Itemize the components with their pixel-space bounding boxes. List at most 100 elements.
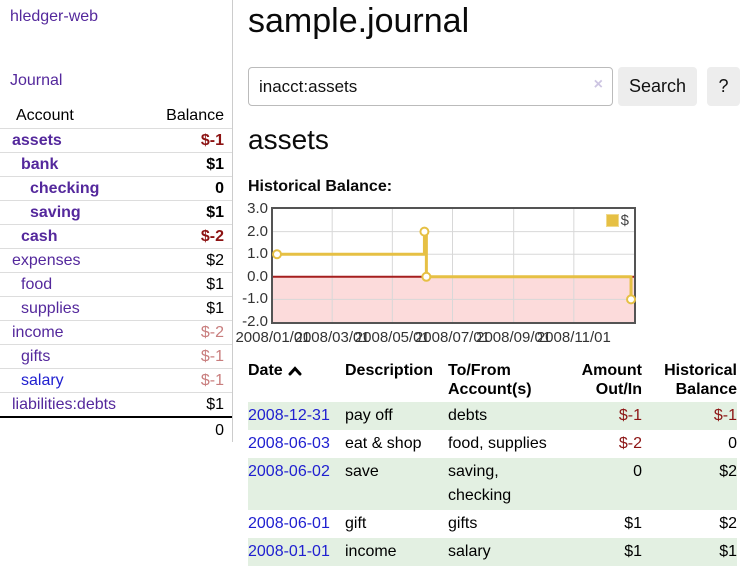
x-axis-tick-label: 2008/01/01 xyxy=(235,329,311,346)
transaction-date-cell: 2008-01-01 xyxy=(248,540,345,564)
transaction-amount-cell: $1 xyxy=(624,543,642,560)
transaction-date-link[interactable]: 2008-06-01 xyxy=(248,515,330,532)
transaction-balance-cell: $2 xyxy=(719,515,737,532)
account-balance: $-2 xyxy=(200,324,224,341)
account-column-header: Account xyxy=(16,107,74,124)
date-column-header[interactable]: Date xyxy=(248,361,345,399)
y-axis-tick-label: 2.0 xyxy=(247,222,268,240)
transaction-description-cell: save xyxy=(345,463,379,480)
chart-plot-area: $ xyxy=(271,207,637,324)
accounts-column-header: To/From Account(s) xyxy=(448,362,532,398)
sidebar-account-link[interactable]: assets xyxy=(12,132,62,149)
transaction-date-link[interactable]: 2008-06-02 xyxy=(248,463,330,480)
chart-legend: $ xyxy=(605,212,629,229)
transaction-amount-cell: 0 xyxy=(633,463,642,480)
x-axis-tick-label: 2008/11/01 xyxy=(536,329,611,346)
transaction-amount-cell: $1 xyxy=(624,515,642,532)
transaction-date-link[interactable]: 2008-12-31 xyxy=(248,407,330,424)
search-input[interactable] xyxy=(248,67,613,106)
account-balance: $1 xyxy=(206,396,224,413)
account-row: bank $1 xyxy=(0,152,232,176)
sidebar-account-link[interactable]: saving xyxy=(30,204,81,221)
accounts-table: Account Balance assets $-1 bank $1 checking 0… xyxy=(0,106,232,442)
account-balance: $-1 xyxy=(200,372,224,389)
sort-ascending-icon xyxy=(288,366,302,376)
transaction-balance-cell: 0 xyxy=(728,435,737,452)
transaction-date-link[interactable]: 2008-01-01 xyxy=(248,543,330,560)
account-balance: $-2 xyxy=(200,228,224,245)
account-balance: $1 xyxy=(206,156,224,173)
sidebar-account-link[interactable]: salary xyxy=(21,372,64,389)
transaction-accounts-cell: saving, checking xyxy=(448,463,512,504)
help-button[interactable]: ? xyxy=(707,67,740,106)
search-box: × xyxy=(248,67,613,106)
x-axis-tick-label: 2008/03/01 xyxy=(294,329,370,346)
transaction-accounts-cell: gifts xyxy=(448,515,478,532)
y-axis-tick-label: -1.0 xyxy=(242,290,268,308)
search-button[interactable]: Search xyxy=(618,67,697,106)
sidebar-item-journal[interactable]: Journal xyxy=(10,72,63,89)
sidebar-account-link[interactable]: cash xyxy=(21,228,58,245)
register-row: 2008-06-01 gift gifts $1 $2 xyxy=(248,510,737,538)
account-balance: $1 xyxy=(206,276,224,293)
balance-column-header: Historical Balance xyxy=(664,362,737,398)
sidebar-account-link[interactable]: bank xyxy=(21,156,59,173)
balance-column-header: Balance xyxy=(166,107,224,124)
account-balance: $1 xyxy=(206,300,224,317)
y-axis-tick-label: 0.0 xyxy=(247,267,268,285)
register-table-header: Date Description To/From Account(s) Amou… xyxy=(248,361,737,402)
transaction-accounts-cell: food, supplies xyxy=(448,435,547,452)
account-balance: 0 xyxy=(215,180,224,197)
account-row: income $-2 xyxy=(0,320,232,344)
page-title: sample.journal xyxy=(248,2,470,40)
transaction-balance-cell: $-1 xyxy=(713,407,737,424)
account-balance: $-1 xyxy=(200,348,224,365)
transaction-date-cell: 2008-06-01 xyxy=(248,512,345,536)
transaction-description-cell: gift xyxy=(345,515,367,532)
balance-chart: $3.0 2.0 1.0 0.0 -1.0 -2.0 2008/01/01 2008/03/0… xyxy=(235,200,642,353)
x-axis-tick-label: 2008/07/01 xyxy=(414,329,491,346)
account-heading: assets xyxy=(248,124,329,155)
account-row: liabilities:debts $1 xyxy=(0,392,232,416)
sidebar-account-link[interactable]: liabilities:debts xyxy=(12,396,117,413)
transaction-accounts-cell: salary xyxy=(448,543,491,560)
sidebar-account-link[interactable]: supplies xyxy=(21,300,80,317)
account-row: checking 0 xyxy=(0,176,232,200)
sidebar-account-link[interactable]: gifts xyxy=(21,348,51,365)
transaction-description-cell: income xyxy=(345,543,397,560)
x-axis-tick-label: 2008/05/01 xyxy=(354,329,430,346)
sidebar-account-link[interactable]: income xyxy=(12,324,64,341)
account-row: salary $-1 xyxy=(0,368,232,392)
legend-swatch xyxy=(605,214,619,227)
transaction-accounts-cell: debts xyxy=(448,407,488,424)
search-form: × Search ? xyxy=(248,67,740,106)
register-table: Date Description To/From Account(s) Amou… xyxy=(248,361,737,566)
description-column-header: Description xyxy=(345,362,434,379)
transaction-date-cell: 2008-06-02 xyxy=(248,460,345,508)
transaction-date-cell: 2008-12-31 xyxy=(248,404,345,428)
account-row: gifts $-1 xyxy=(0,344,232,368)
transaction-description-cell: pay off xyxy=(345,407,393,424)
account-row: supplies $1 xyxy=(0,296,232,320)
chart-title: Historical Balance: xyxy=(248,178,393,195)
x-axis-tick-label: 2008/09/01 xyxy=(476,329,552,346)
transaction-date-link[interactable]: 2008-06-03 xyxy=(248,435,330,452)
account-balance: $1 xyxy=(206,204,224,221)
register-row: 2008-12-31 pay off debts $-1 $-1 xyxy=(248,402,737,430)
transaction-amount-cell: $-2 xyxy=(618,435,642,452)
sidebar-account-link[interactable]: checking xyxy=(30,180,100,197)
sidebar: hledger-web Journal Account Balance asse… xyxy=(0,0,233,442)
app-title-link[interactable]: hledger-web xyxy=(10,8,99,25)
transaction-amount-cell: $-1 xyxy=(618,407,642,424)
transaction-balance-cell: $1 xyxy=(719,543,737,560)
y-axis-tick-label: 1.0 xyxy=(247,245,268,263)
account-row: assets $-1 xyxy=(0,128,232,152)
y-axis-tick-label: -2.0 xyxy=(242,313,268,330)
sidebar-account-link[interactable]: expenses xyxy=(12,252,81,269)
account-row: expenses $2 xyxy=(0,248,232,272)
clear-search-icon[interactable]: × xyxy=(593,76,603,93)
y-axis-tick-label: 3.0 xyxy=(247,200,268,217)
sidebar-account-link[interactable]: food xyxy=(21,276,53,293)
transaction-date-cell: 2008-06-03 xyxy=(248,432,345,456)
